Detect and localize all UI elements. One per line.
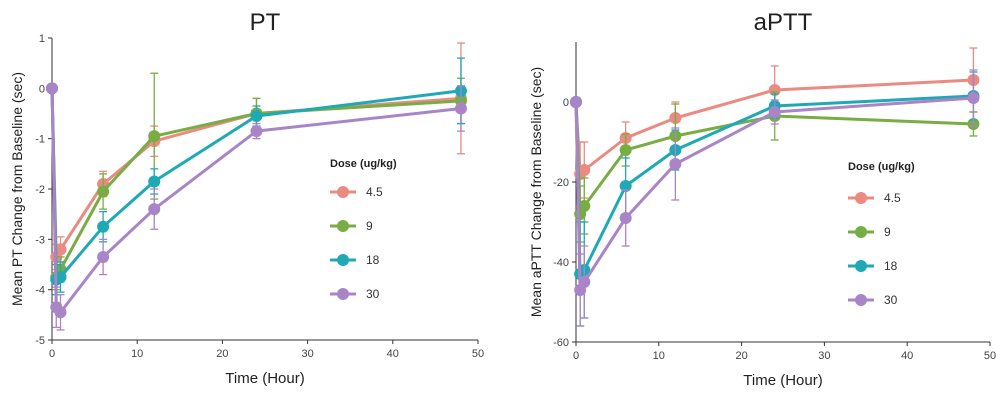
legend-title: Dose (ug/kg) [848, 161, 915, 173]
data-point [54, 271, 67, 284]
data-point [619, 212, 632, 224]
data-point [578, 276, 591, 288]
legend-label: 9 [884, 225, 891, 239]
data-point [454, 102, 467, 115]
y-tick-label: -40 [553, 257, 569, 269]
data-point [97, 220, 110, 233]
legend-label: 4.5 [884, 191, 901, 205]
y-tick-label: -2 [35, 184, 45, 196]
series-18 [46, 57, 467, 296]
x-tick-label: 40 [901, 350, 913, 362]
legend-label: 30 [884, 293, 898, 307]
data-point [570, 96, 582, 108]
legend-label: 4.5 [366, 185, 383, 199]
data-point [46, 82, 58, 95]
legend-label: 30 [366, 287, 380, 301]
data-point [619, 180, 632, 192]
x-tick-label: 30 [818, 350, 830, 362]
legend-marker [855, 260, 867, 272]
data-point [619, 144, 632, 156]
data-point [768, 106, 781, 118]
x-axis-label: Time (Hour) [743, 372, 822, 389]
y-tick-label: -60 [553, 337, 569, 349]
data-point [578, 164, 591, 176]
y-tick-label: -20 [553, 177, 569, 189]
data-point [54, 243, 67, 256]
x-tick-label: 20 [216, 348, 228, 360]
x-tick-label: 0 [573, 350, 579, 362]
series-30 [46, 82, 467, 331]
y-tick-label: -3 [35, 234, 45, 246]
data-point [250, 110, 263, 123]
data-point [148, 175, 161, 188]
chart-title: aPTT [754, 9, 813, 36]
chart-title: PT [250, 9, 281, 36]
x-tick-label: 10 [653, 350, 665, 362]
y-tick-label: 0 [563, 97, 569, 109]
x-tick-label: 30 [301, 348, 313, 360]
x-tick-label: 50 [472, 348, 484, 360]
data-point [97, 250, 110, 263]
y-tick-label: 0 [39, 83, 45, 95]
data-point [578, 200, 591, 212]
legend-marker [337, 288, 349, 300]
legend-marker [855, 192, 867, 204]
legend-marker [337, 254, 349, 266]
y-tick-label: -1 [35, 134, 45, 146]
x-tick-label: 20 [735, 350, 747, 362]
data-point [54, 306, 67, 319]
x-tick-label: 40 [387, 348, 399, 360]
x-tick-label: 50 [984, 350, 996, 362]
y-tick-label: 1 [39, 33, 45, 45]
y-axis-label: Mean PT Change from Baseline (sec) [9, 72, 25, 306]
legend-marker [855, 294, 867, 306]
legend: Dose (ug/kg) 4.5 9 18 30 [848, 161, 915, 307]
data-point [97, 185, 110, 198]
chart-panel-1: aPTT -60 -40 -20 0 0 10 20 30 40 50 Time (Hour) Mean… [528, 9, 996, 389]
series-30 [570, 69, 980, 327]
y-tick-label: -4 [35, 285, 45, 297]
x-axis-label: Time (Hour) [225, 370, 304, 387]
data-point [967, 92, 980, 104]
data-point [250, 125, 263, 138]
legend-title: Dose (ug/kg) [330, 158, 397, 170]
y-axis-label: Mean aPTT Change from Baseline (sec) [528, 67, 544, 317]
x-tick-label: 0 [49, 348, 55, 360]
legend-label: 18 [884, 259, 898, 273]
legend-marker [337, 220, 349, 232]
series-4.5 [46, 42, 467, 271]
legend-label: 9 [366, 219, 373, 233]
x-tick-label: 10 [131, 348, 143, 360]
data-point [148, 130, 161, 143]
y-tick-label: -5 [35, 335, 45, 347]
legend-marker [855, 226, 867, 238]
data-point [768, 84, 781, 96]
legend-label: 18 [366, 253, 380, 267]
legend: Dose (ug/kg) 4.5 9 18 30 [330, 158, 397, 301]
data-point [669, 158, 682, 170]
legend-marker [337, 186, 349, 198]
data-point [148, 203, 161, 216]
